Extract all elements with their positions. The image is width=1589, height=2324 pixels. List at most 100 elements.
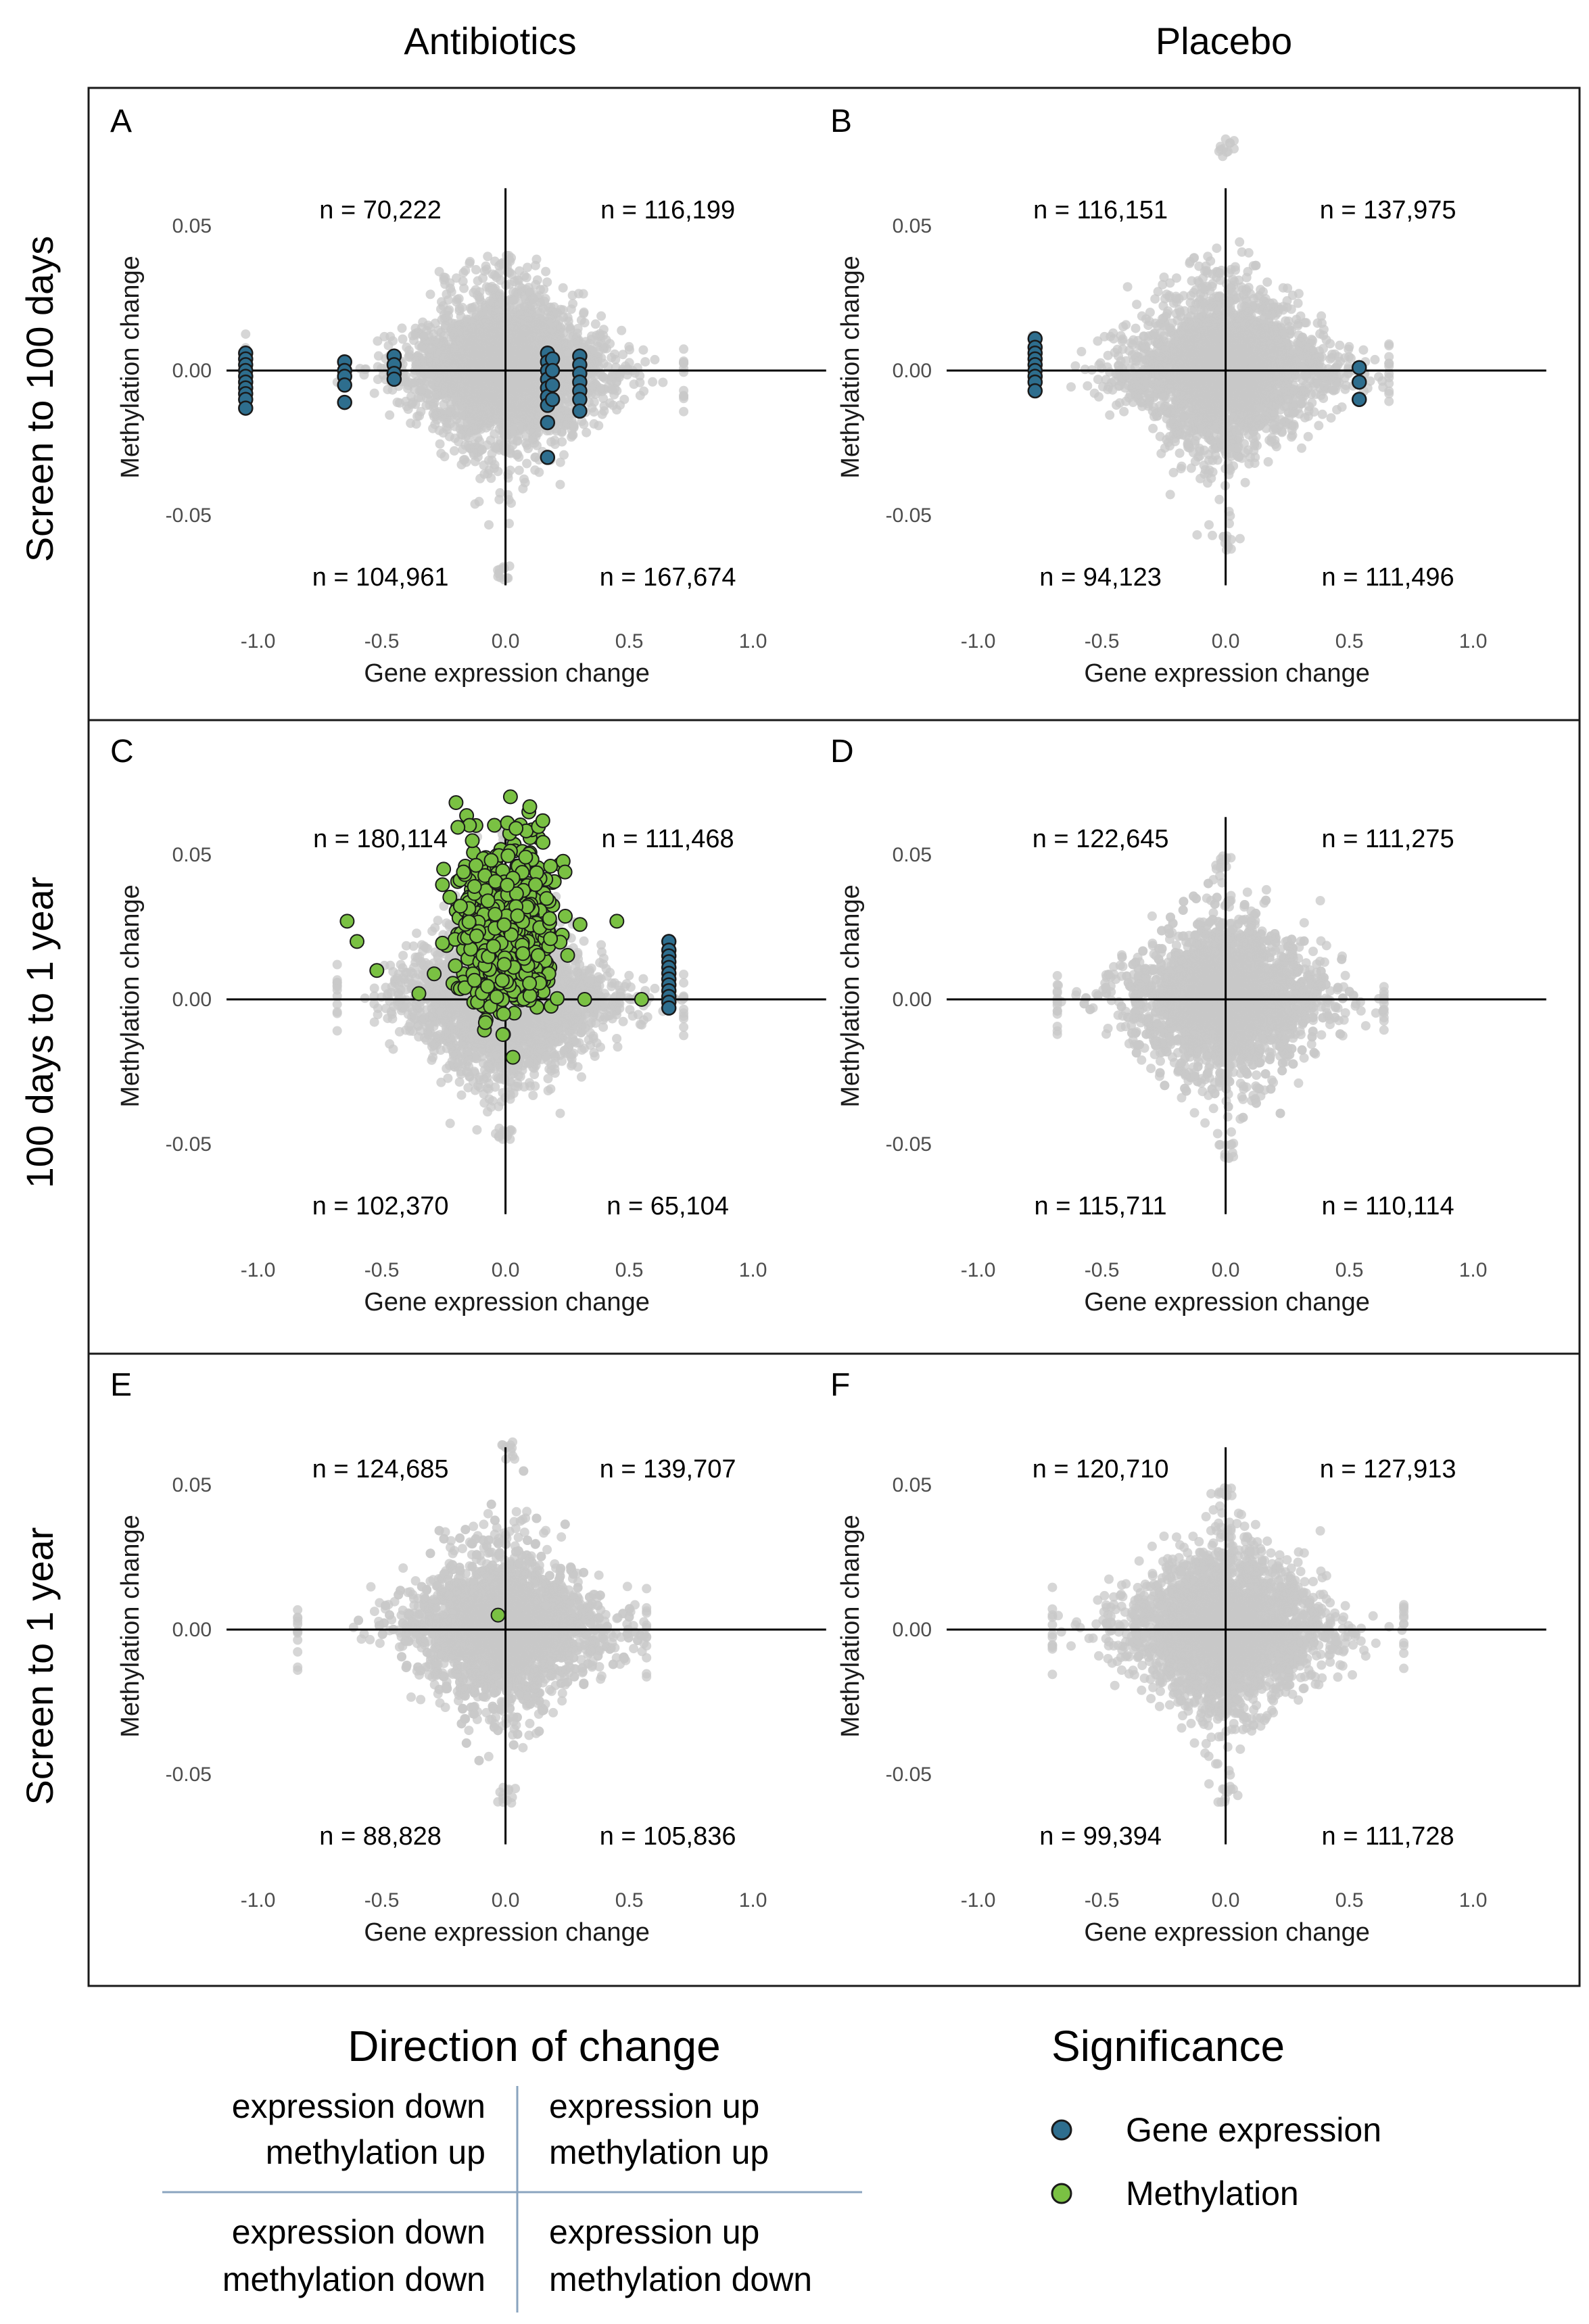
panel-a-background-point	[546, 318, 555, 329]
panel-a-gene-expression-point	[238, 400, 254, 416]
column-title-antibiotics: Antibiotics	[404, 20, 576, 62]
panel-a-background-point	[555, 479, 565, 490]
panel-a-background-point	[449, 360, 459, 371]
panel-a-background-point	[484, 520, 494, 530]
panel-a-background-point	[456, 311, 466, 321]
panel-a-background-point	[425, 289, 435, 300]
panel-a-background-point	[522, 458, 532, 469]
panel-a-background-point	[413, 392, 423, 402]
panel-a-background-point	[525, 333, 536, 343]
panel-a-background-point	[498, 440, 508, 450]
panel-a-background-point	[521, 272, 531, 283]
panel-a-background-point	[474, 436, 484, 446]
panel-b-background-point	[1105, 410, 1115, 420]
panel-a-background-point	[532, 440, 542, 450]
panel-b-background-point	[1263, 457, 1273, 467]
row-title-screen-to-1-year: Screen to 1 year	[18, 1527, 61, 1805]
panel-a-background-point	[555, 457, 565, 467]
panel-b-background-point	[1155, 431, 1165, 442]
panel-a-background-point	[612, 405, 622, 414]
panel-a-background-point	[385, 410, 395, 420]
panel-a-background-point	[494, 261, 504, 270]
panel-a-background-point	[475, 411, 485, 421]
panel-a-background-point	[485, 392, 495, 402]
panel-a-background-point	[464, 440, 474, 450]
panel-a-background-point	[463, 383, 473, 393]
panel-a-background-point	[423, 321, 433, 331]
panel-b-background-point	[1278, 283, 1288, 293]
panel-a-background-point	[530, 465, 540, 475]
panel-a-background-point	[482, 341, 492, 351]
panel-a-count-upper-right: n = 116,199	[600, 196, 735, 224]
panel-a-background-point	[369, 388, 379, 398]
panel-a-background-point	[506, 498, 516, 508]
panel-b-background-point	[1214, 494, 1225, 504]
panel-b-background-point	[1321, 335, 1331, 345]
panel-a-background-point	[542, 277, 552, 287]
panel-a-gene-expression-point	[544, 362, 561, 379]
panel-a-count-lower-right: n = 167,674	[600, 563, 736, 592]
panel-a-background-point	[490, 442, 500, 452]
panel-a-background-point	[556, 324, 566, 333]
panel-a-background-point	[594, 346, 604, 356]
panel-b-background-point	[1070, 361, 1081, 371]
panel-a-background-point	[422, 394, 432, 404]
panel-b-background-point	[1294, 289, 1304, 299]
panel-a-background-point	[527, 396, 537, 406]
panel-a-background-point	[507, 315, 517, 325]
panel-a-background-point	[523, 308, 533, 318]
panel-a-background-point	[555, 405, 565, 414]
panel-b-background-point	[1281, 316, 1291, 326]
panel-a-xtick-label: 0.5	[615, 630, 644, 653]
panel-a-background-point	[435, 439, 445, 449]
panel-a-background-points	[241, 250, 689, 585]
panel-a-background-point	[439, 336, 449, 346]
panel-a-background-point	[563, 371, 573, 381]
panel-b-background-point	[1262, 277, 1273, 287]
panel-a-background-point	[549, 308, 559, 318]
panel-a-background-point	[505, 302, 515, 312]
panel-a-background-point	[505, 465, 515, 475]
panel-a-background-point	[397, 323, 407, 333]
panel-a-background-point	[566, 304, 576, 314]
panel-a-background-point	[594, 421, 604, 431]
panel-b-background-point	[1192, 530, 1202, 540]
panel-a-background-point	[510, 331, 520, 341]
panel-a-background-point	[515, 266, 525, 276]
panel-a-background-point	[479, 460, 489, 470]
panel-a-background-point	[579, 307, 589, 317]
panel-a-background-point	[617, 325, 627, 335]
panel-a-background-point	[528, 388, 538, 398]
panel-a-background-point	[639, 386, 649, 396]
panel-a-background-point	[601, 335, 611, 345]
panel-a-background-point	[443, 377, 453, 387]
panel-a-background-point	[679, 358, 689, 369]
panel-a-background-point	[452, 341, 463, 351]
panel-a-ytick-label: 0.05	[172, 215, 212, 237]
panel-a-background-point	[590, 319, 600, 329]
panel-a-background-point	[494, 494, 504, 504]
panel-a-background-point	[398, 334, 408, 344]
panel-a-background-point	[512, 450, 522, 460]
panel-a-background-point	[459, 283, 469, 293]
panel-a-background-point	[486, 371, 496, 381]
panel-a-background-point	[477, 444, 488, 454]
panel-a-background-point	[517, 346, 527, 356]
panel-a-background-point	[465, 340, 475, 350]
panel-a-background-point	[451, 396, 461, 406]
panel-a-xtick-label: 1.0	[739, 630, 767, 653]
panel-a-background-point	[414, 411, 424, 421]
panel-a-background-point	[598, 372, 608, 382]
panel-a-background-point	[658, 377, 668, 387]
panel-a-background-point	[623, 364, 633, 374]
panel-b-background-point	[1083, 381, 1093, 391]
panel-a-gene-expression-point	[540, 450, 556, 465]
panel-a-background-point	[648, 377, 658, 387]
panel-a-background-point	[476, 323, 486, 333]
panel-a-background-point	[483, 252, 493, 262]
panel-b-background-point	[1240, 477, 1250, 488]
panel-a-background-point	[618, 350, 628, 360]
panel-a-gene-expression-point	[337, 394, 352, 410]
